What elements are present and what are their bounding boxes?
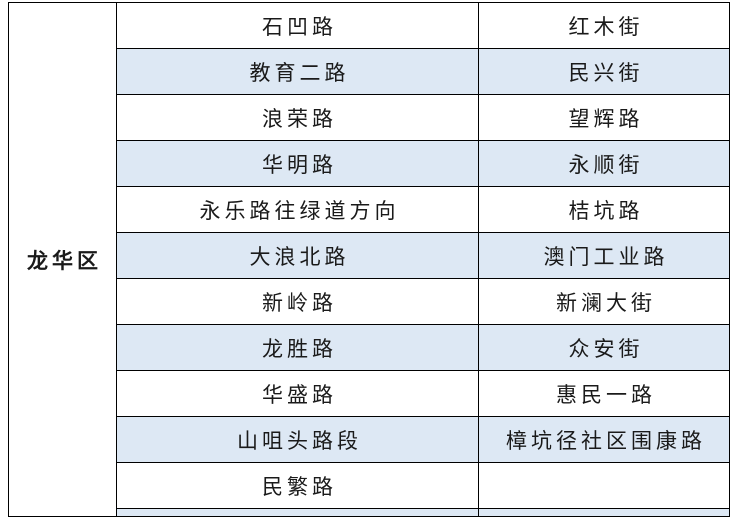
road-cell: 民繁路 xyxy=(116,462,479,509)
road-cell: 山咀头路段 xyxy=(116,416,479,463)
table-row: 民繁路 xyxy=(9,462,730,509)
street-cell: 惠民一路 xyxy=(478,370,730,417)
street-cell xyxy=(478,462,730,509)
road-cell: 教育二路 xyxy=(116,48,479,95)
table-row: 华盛路 惠民一路 xyxy=(9,370,730,417)
road-cell: 龙胜路 xyxy=(116,324,479,371)
street-cell: 红木街 xyxy=(478,2,730,49)
road-cell: 大浪北路 xyxy=(116,232,479,279)
street-cell: 民兴街 xyxy=(478,48,730,95)
street-cell: 众安街 xyxy=(478,324,730,371)
table-row: 龙华区 石凹路 红木街 xyxy=(8,2,730,517)
table-row: 山咀头路段 樟坑径社区围康路 xyxy=(9,416,730,463)
table-row: 龙胜路 众安街 xyxy=(9,324,730,371)
street-cell: 永顺街 xyxy=(478,140,730,187)
table-row: 大浪北路 澳门工业路 xyxy=(9,232,730,279)
road-cell: 永乐路往绿道方向 xyxy=(116,186,479,233)
table-row: 教育二路 民兴街 xyxy=(9,48,730,95)
table-row: 永乐路往绿道方向 桔坑路 xyxy=(9,186,730,233)
district-cell: 龙华区 xyxy=(8,2,117,517)
street-cell xyxy=(478,508,730,517)
road-cell: 新岭路 xyxy=(116,278,479,325)
road-cell: 石凹路 xyxy=(116,2,479,49)
roads-table: 龙华区 石凹路 红木街 教育二路 民兴街 浪荣路 望辉路 华明路 永顺街 永乐路… xyxy=(8,2,730,517)
street-cell: 新澜大街 xyxy=(478,278,730,325)
street-cell: 澳门工业路 xyxy=(478,232,730,279)
table-row: 新岭路 新澜大街 xyxy=(9,278,730,325)
street-cell: 樟坑径社区围康路 xyxy=(478,416,730,463)
road-cell: 华盛路 xyxy=(116,370,479,417)
table-row: 华明路 永顺街 xyxy=(9,140,730,187)
road-cell: 浪荣路 xyxy=(116,94,479,141)
table-row: 浪荣路 望辉路 xyxy=(9,94,730,141)
road-cell: 华明路 xyxy=(116,140,479,187)
table-row-partial xyxy=(9,508,730,517)
street-cell: 桔坑路 xyxy=(478,186,730,233)
street-cell: 望辉路 xyxy=(478,94,730,141)
road-cell xyxy=(116,508,479,517)
